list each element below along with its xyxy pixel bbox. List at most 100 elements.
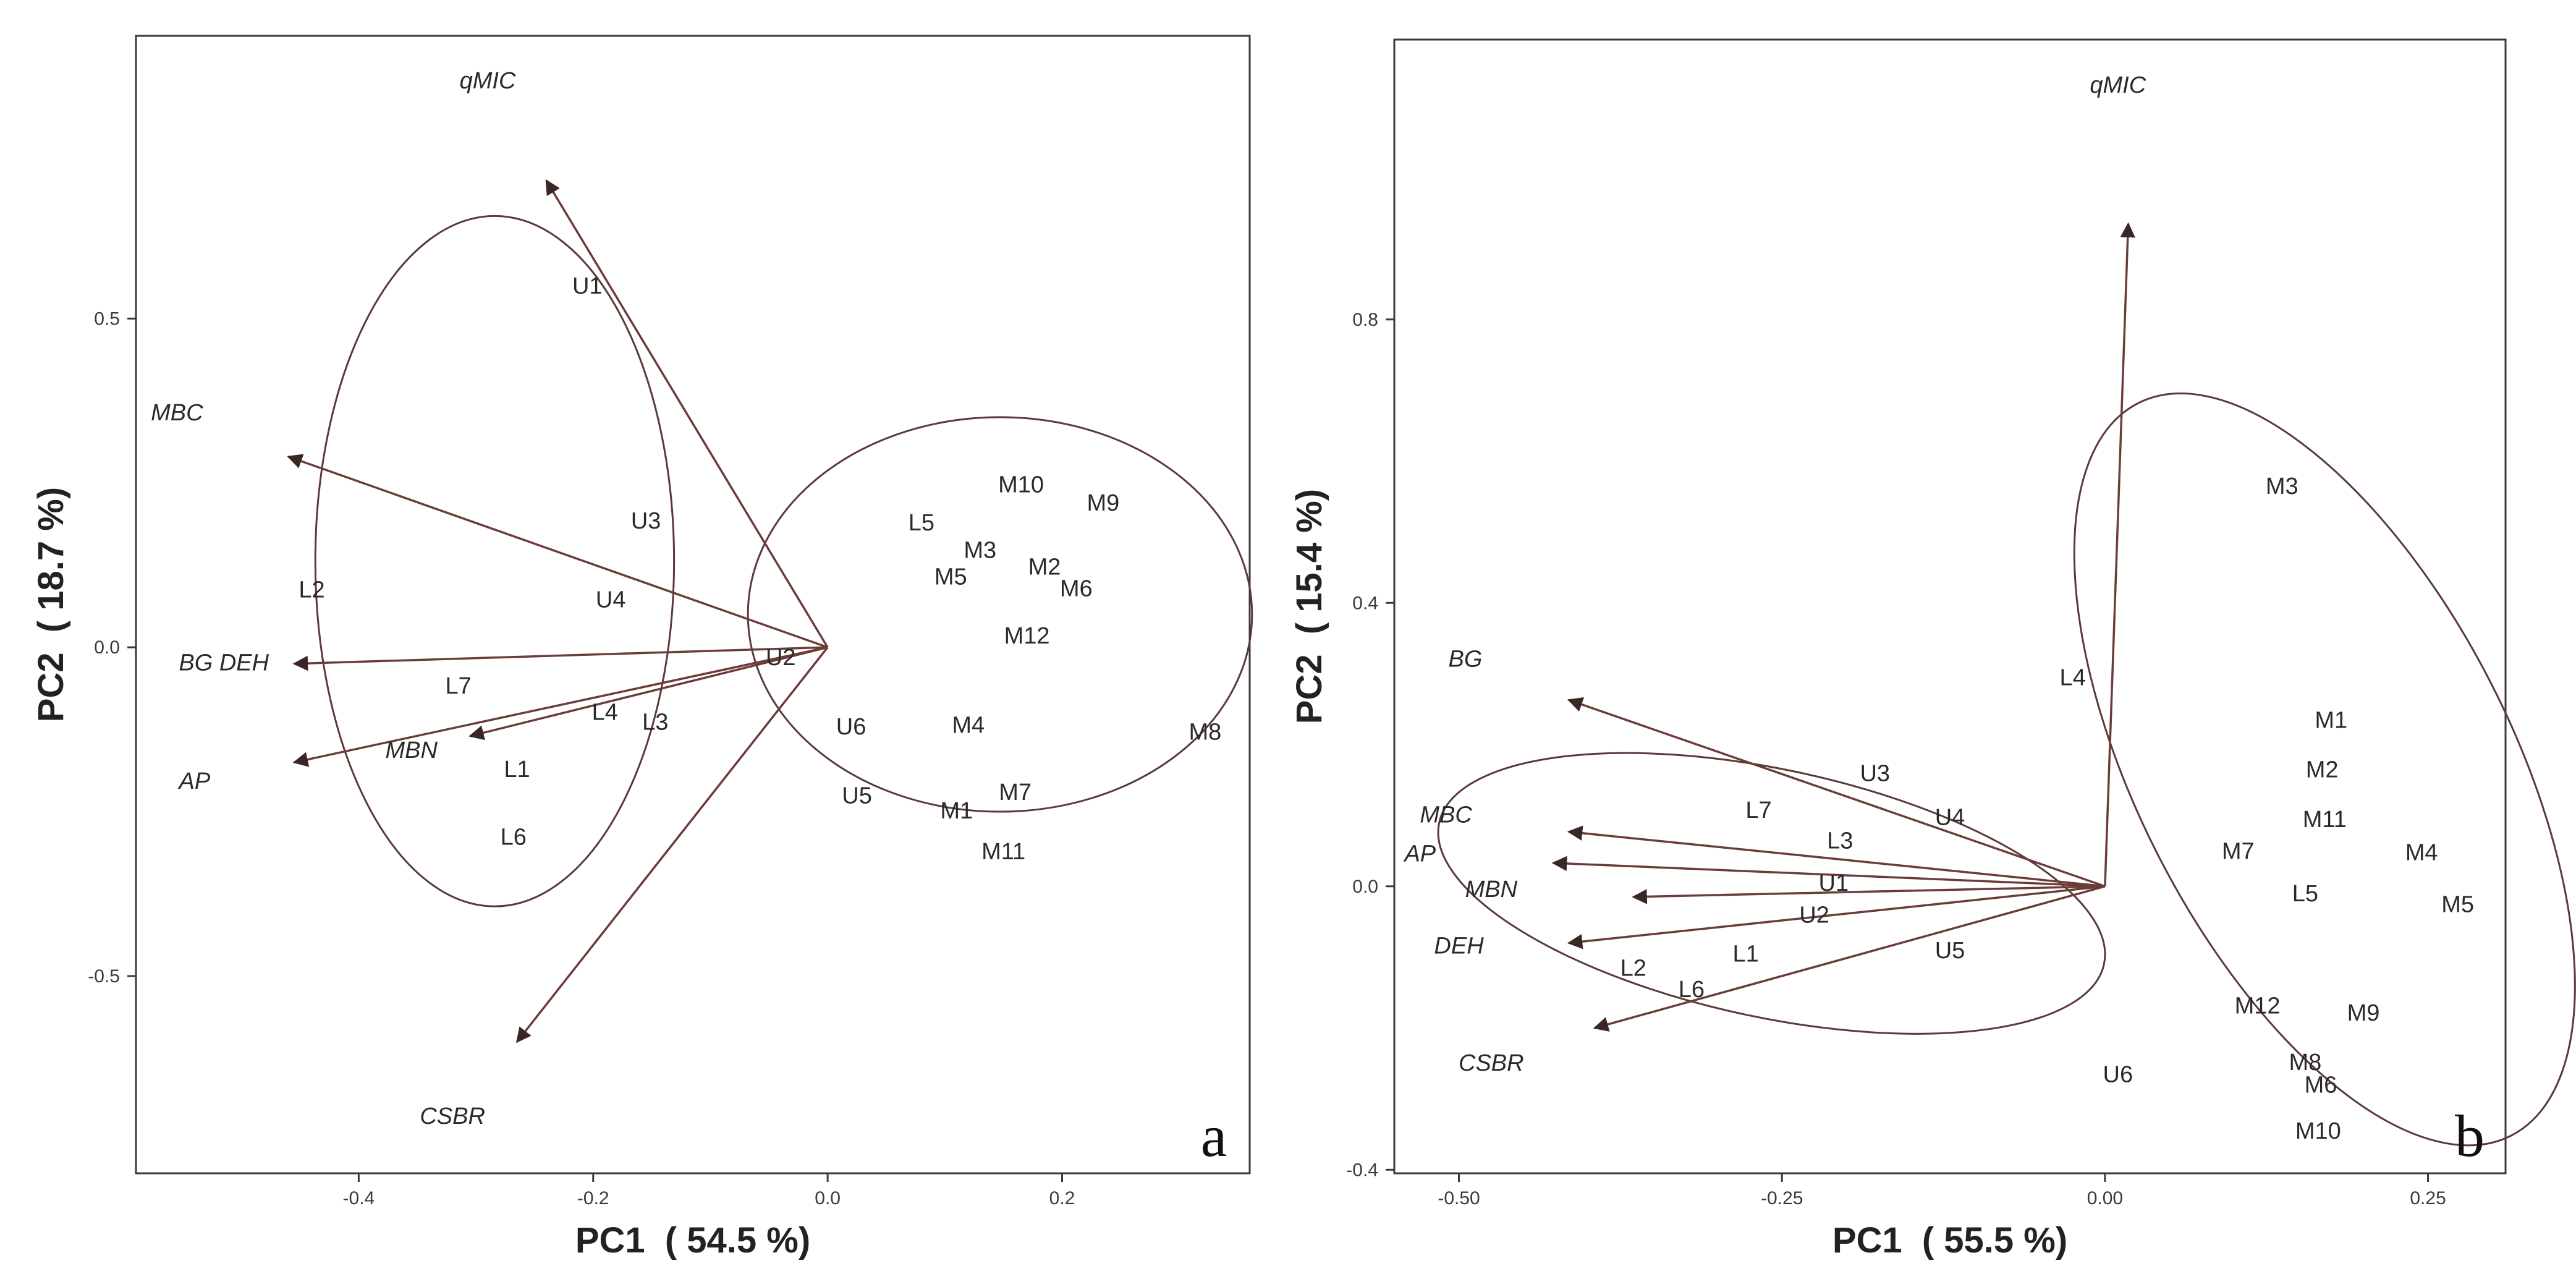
loading-arrow [292,646,828,671]
loading-arrow [1551,856,2105,888]
point-label: M7 [2222,838,2255,864]
x-tick-label: -0.50 [1438,1188,1480,1209]
loading-arrow [1567,697,2106,888]
point-label: U5 [842,783,872,809]
y-tick-label: 0.0 [1352,877,1378,897]
point-label: M5 [934,564,967,590]
point-label: U3 [631,508,661,534]
point-label: L6 [1679,977,1705,1003]
y-tick-label: -0.5 [88,966,120,987]
x-tick-label: 0.2 [1049,1188,1075,1209]
point-label: L7 [445,673,471,699]
confidence-ellipse [2073,392,2576,1147]
point-label: L4 [2059,665,2085,691]
point-label: M4 [2405,840,2438,866]
point-label: L3 [642,709,668,735]
point-label: L5 [2292,881,2318,907]
point-label: U5 [1935,938,1965,964]
point-label: U1 [572,273,603,299]
point-label: L1 [1733,941,1759,967]
point-label: U2 [1799,903,1829,928]
point-label: L2 [1621,956,1646,982]
loading-label: CSBR [420,1103,485,1129]
point-label: M9 [1087,490,1119,516]
point-label: M10 [2295,1118,2341,1144]
loading-arrow [292,646,828,767]
point-label: M7 [999,780,1032,805]
loading-label: MBN [386,737,438,763]
x-tick-label: -0.4 [343,1188,375,1209]
y-axis-title: PC2 ( 18.7 %) [31,487,71,722]
loading-label: AP [1403,841,1436,867]
y-tick-label: 0.8 [1352,310,1378,330]
point-label: M12 [2235,993,2281,1019]
loading-label: MBC [151,400,203,426]
x-tick-label: -0.25 [1761,1188,1803,1209]
loading-label: AP [177,768,210,794]
point-label: M11 [981,839,1025,865]
loading-label: qMIC [460,68,516,94]
x-tick-label: -0.2 [577,1188,609,1209]
loading-label: BG [1449,646,1483,672]
point-label: L2 [299,577,324,603]
point-label: M8 [1189,719,1222,745]
x-axis-title: PC1 ( 55.5 %) [1832,1220,2067,1260]
chart-panel-a: -0.4 -0.2 0.0 0.2 -0.5 0.0 0.5 PC1 ( 54.5 %) PC2… [31,35,1253,1260]
plot-frame [1393,38,2507,1175]
point-label: M4 [952,713,985,739]
point-label: M11 [2303,807,2347,833]
point-label: U4 [1935,804,1965,830]
confidence-ellipse [314,215,676,907]
confidence-ellipse [1437,752,2106,1035]
point-label: L6 [501,824,527,850]
loading-arrow [545,179,829,648]
confidence-ellipse [747,416,1253,813]
point-label: U3 [1860,760,1890,786]
point-label: L4 [592,699,618,725]
panel-letter: b [2455,1103,2485,1169]
loading-arrow [468,646,828,741]
point-label: M10 [998,472,1044,498]
x-tick-label: 0.0 [815,1188,841,1209]
point-label: M3 [2266,474,2298,499]
y-tick-label: 0.4 [1352,593,1378,613]
y-tick-label: 0.0 [94,637,120,658]
loading-arrow [1567,885,2106,950]
loading-arrow [1632,885,2105,904]
point-label: U2 [766,645,796,671]
point-label: U1 [1819,870,1849,896]
loading-label: BG DEH [179,650,269,676]
plot-frame [135,35,1251,1175]
loading-label: CSBR [1459,1050,1524,1076]
point-label: M6 [2305,1073,2337,1098]
point-label: M2 [1028,554,1061,580]
point-label: M2 [2306,757,2339,783]
point-label: L5 [909,510,934,536]
point-label: L1 [504,757,530,783]
point-label: M5 [2441,891,2474,917]
point-label: U6 [2103,1062,2133,1088]
point-label: L7 [1745,797,1771,823]
chart-panel-b: -0.50 -0.25 0.00 0.25 -0.4 0.0 0.4 0.8 PC1 ( 55.… [1289,38,2576,1260]
loading-arrow [2104,222,2135,886]
loading-label: DEH [1434,933,1484,959]
point-label: M1 [940,798,973,824]
loading-label: MBC [1420,802,1472,828]
point-label: L3 [1827,828,1853,854]
point-label: M9 [2347,1000,2380,1026]
loading-label: qMIC [2090,72,2146,98]
point-label: M6 [1060,576,1093,601]
loading-label: MBN [1465,877,1518,903]
loading-arrow [1593,885,2106,1032]
loading-arrow [515,647,829,1043]
y-tick-label: -0.4 [1346,1160,1378,1180]
point-label: M8 [2289,1050,2322,1076]
loading-arrow [1567,825,2106,888]
x-axis-title: PC1 ( 54.5 %) [575,1220,810,1260]
loading-arrow [287,454,828,648]
point-label: M12 [1004,623,1050,649]
y-tick-label: 0.5 [94,308,120,329]
point-label: M3 [964,538,996,564]
